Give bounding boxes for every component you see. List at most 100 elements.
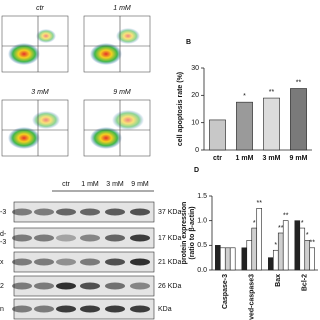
- x-tick-label: 1 mM: [236, 155, 254, 162]
- significance: **: [283, 213, 289, 220]
- bar: [282, 220, 289, 271]
- row-label: n: [0, 306, 4, 313]
- plot-label: ctr: [36, 5, 44, 12]
- band: [56, 282, 76, 290]
- band-size: 17 KDa: [158, 235, 181, 242]
- bar: [219, 247, 226, 271]
- bar: [246, 240, 253, 271]
- significance: *: [243, 93, 246, 100]
- significance: **: [269, 89, 275, 96]
- band: [80, 208, 100, 216]
- band: [105, 282, 125, 290]
- band: [105, 234, 125, 242]
- bar: [272, 249, 279, 271]
- bar: [263, 97, 280, 151]
- y-axis-label: protein expression: [181, 202, 188, 265]
- band: [12, 208, 32, 216]
- y-tick-label: 0.0: [197, 267, 207, 274]
- y-tick-label: 1.0: [197, 218, 207, 225]
- band-size: 37 KDa: [158, 209, 181, 216]
- band: [130, 258, 150, 266]
- plot-frame: [83, 15, 151, 73]
- cell-cloud: [36, 29, 56, 43]
- y-tick-label: 1.5: [197, 193, 207, 200]
- bar: [309, 247, 315, 271]
- panel-label: B: [186, 39, 191, 46]
- y-tick-label: 30: [191, 65, 199, 72]
- band: [105, 258, 125, 266]
- significance: **: [256, 200, 262, 207]
- bar: [256, 208, 262, 271]
- bar: [277, 232, 284, 271]
- y-tick-label: 20: [191, 92, 199, 99]
- band: [34, 282, 54, 290]
- bar: [294, 220, 301, 271]
- row-label: -3: [0, 209, 6, 216]
- bar: [215, 245, 221, 271]
- band: [80, 234, 100, 242]
- band: [130, 208, 150, 216]
- x-tick-label: 3 mM: [263, 155, 281, 162]
- bar: [290, 88, 307, 151]
- bar: [229, 247, 236, 271]
- panel-label: D: [194, 167, 199, 174]
- x-tick-label: Cleaved-caspase3: [249, 274, 256, 320]
- plot-label: 1 mM: [113, 5, 131, 12]
- plot-frame: [83, 99, 151, 157]
- lane-label: 3 mM: [106, 181, 124, 188]
- band: [34, 234, 54, 242]
- band: [80, 282, 100, 290]
- significance: *: [274, 242, 277, 249]
- significance: **: [309, 240, 315, 247]
- band-size: 21 KDa: [158, 259, 181, 266]
- row-label: 2: [0, 283, 4, 290]
- band: [56, 234, 76, 242]
- x-tick-label: Caspase-3: [222, 274, 229, 309]
- cell-cloud: [116, 28, 140, 44]
- band: [34, 258, 54, 266]
- band: [80, 258, 100, 266]
- y-axis-label: cell apoptosis rate (%): [177, 72, 184, 146]
- cell-cloud: [112, 110, 144, 130]
- bar: [299, 227, 306, 271]
- band: [56, 258, 76, 266]
- band: [56, 305, 76, 313]
- band: [105, 208, 125, 216]
- row-label: d-: [0, 231, 7, 238]
- cell-cloud: [90, 43, 122, 65]
- y-tick-label: 10: [191, 120, 199, 127]
- significance: **: [278, 225, 284, 232]
- band: [130, 305, 150, 313]
- y-axis-label: (ratio to β-actin): [189, 206, 196, 259]
- band: [34, 305, 54, 313]
- band: [12, 305, 32, 313]
- row-label: -3: [0, 239, 6, 246]
- lane-label: 1 mM: [81, 181, 99, 188]
- significance: *: [301, 220, 304, 227]
- band: [12, 282, 32, 290]
- plot-frame: [1, 15, 69, 73]
- bar: [251, 227, 258, 271]
- cell-cloud: [32, 111, 60, 129]
- band-size: 26 KDa: [158, 283, 181, 290]
- bar: [236, 101, 253, 151]
- x-tick-label: 9 mM: [290, 155, 308, 162]
- band: [130, 234, 150, 242]
- y-tick-label: 0: [195, 147, 199, 154]
- flow-cytometry: ctr 1 mM 3 mM 9 mM: [1, 5, 151, 157]
- band: [80, 305, 100, 313]
- significance: **: [296, 79, 302, 86]
- bar: [241, 247, 248, 271]
- band: [12, 234, 32, 242]
- bar: [209, 119, 226, 151]
- band: [34, 208, 54, 216]
- y-tick-label: 0.5: [197, 242, 207, 249]
- row-label: x: [0, 259, 4, 266]
- plot-label: 3 mM: [31, 89, 49, 96]
- x-tick-label: Bcl-2: [302, 274, 309, 291]
- lane-label: ctr: [62, 181, 70, 188]
- band: [130, 282, 150, 290]
- band: [56, 208, 76, 216]
- plot-label: 9 mM: [113, 89, 131, 96]
- band: [12, 258, 32, 266]
